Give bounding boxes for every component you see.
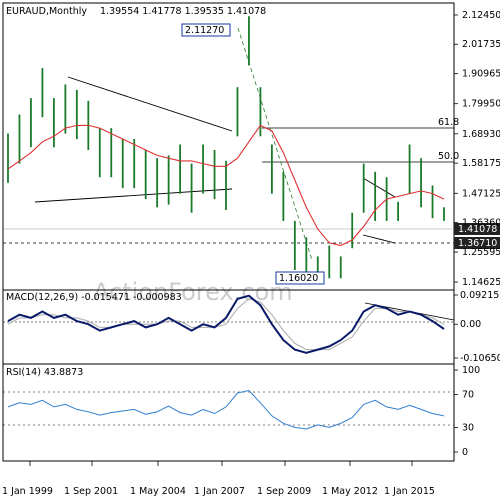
- main-y-tick-label: 2.01735: [462, 39, 500, 50]
- x-tick-label: 1 May 2012: [322, 486, 378, 497]
- x-tick-label: 1 Jan 1999: [2, 486, 53, 497]
- x-tick-label: 1 Jan 2007: [194, 486, 245, 497]
- macd-y-tick-label: -0.106503: [460, 353, 500, 364]
- rsi-panel: RSI(14) 43.8873: [2, 363, 455, 462]
- main-y-axis: 2.12450 2.01735 1.90965 1.79950 1.68930 1.581…: [454, 10, 500, 288]
- x-tick-label: 1 May 2004: [130, 486, 186, 497]
- rsi-y-tick-label: 70: [462, 390, 474, 401]
- main-panel: ActionForex.com EURAUD,Monthly 1.39554 1…: [2, 2, 459, 306]
- macd-title: MACD(12,26,9) -0.015471 -0.000983: [6, 292, 182, 303]
- triangle-upper-line: [67, 76, 233, 132]
- macd-signal-line: [7, 298, 445, 351]
- macd-y-tick-label: 0.00: [460, 319, 481, 330]
- rsi-y-tick-label: 100: [462, 365, 480, 376]
- rsi-y-tick-label: 30: [462, 422, 474, 433]
- x-tick-label: 1 Jan 2015: [384, 486, 435, 497]
- rsi-title: RSI(14) 43.8873: [6, 367, 83, 378]
- main-y-tick-label: 1.68930: [462, 129, 500, 140]
- high-box-label: 2.11270: [185, 25, 224, 36]
- triangle-lower-line: [34, 188, 233, 203]
- main-y-tick-label: 1.25595: [462, 247, 500, 258]
- main-y-tick-label: 1.36360: [462, 218, 500, 229]
- price-box-label: 1.41078: [458, 224, 497, 235]
- low-box-label: 1.16020: [279, 273, 318, 284]
- macd-line: [7, 294, 445, 354]
- decline-trend-line: [237, 27, 313, 261]
- macd-y-tick-label: 0.092158: [460, 290, 500, 301]
- macd-y-axis: 0.092158 0.00 -0.106503: [454, 290, 500, 364]
- low-box: [275, 271, 325, 285]
- rsi-y-tick-label: 0: [462, 447, 468, 458]
- rsi-panel-border: [2, 363, 455, 462]
- level-box-label: 1.36710: [458, 238, 497, 249]
- price-bars: [7, 16, 445, 279]
- rsi-y-axis: 100 70 30 0: [454, 365, 480, 458]
- main-y-tick-label: 1.47125: [462, 188, 500, 199]
- rsi-line: [7, 389, 445, 430]
- main-y-tick-label: 1.14625: [462, 277, 500, 288]
- x-axis: 1 Jan 1999 1 Sep 2001 1 May 2004 1 Jan 2007…: [2, 461, 435, 497]
- high-box: [181, 23, 231, 37]
- main-title: EURAUD,Monthly: [6, 6, 87, 17]
- x-tick-label: 1 Sep 2001: [64, 486, 118, 497]
- flag-upper-line: [362, 177, 396, 198]
- fib-618-label: 61.8: [438, 117, 459, 128]
- fib-500-label: 50.0: [438, 151, 459, 162]
- price-box: [454, 223, 500, 235]
- main-y-tick-label: 1.90965: [462, 69, 500, 80]
- x-tick-label: 1 Sep 2009: [257, 486, 311, 497]
- main-y-tick-label: 1.58175: [462, 158, 500, 169]
- ohlc-values: 1.39554 1.41778 1.39535 1.41078: [100, 6, 266, 17]
- main-y-tick-label: 1.79950: [462, 99, 500, 110]
- main-y-tick-label: 2.12450: [462, 10, 500, 21]
- level-box: [454, 237, 500, 249]
- moving-average-line: [7, 124, 445, 247]
- flag-lower-line: [362, 234, 396, 244]
